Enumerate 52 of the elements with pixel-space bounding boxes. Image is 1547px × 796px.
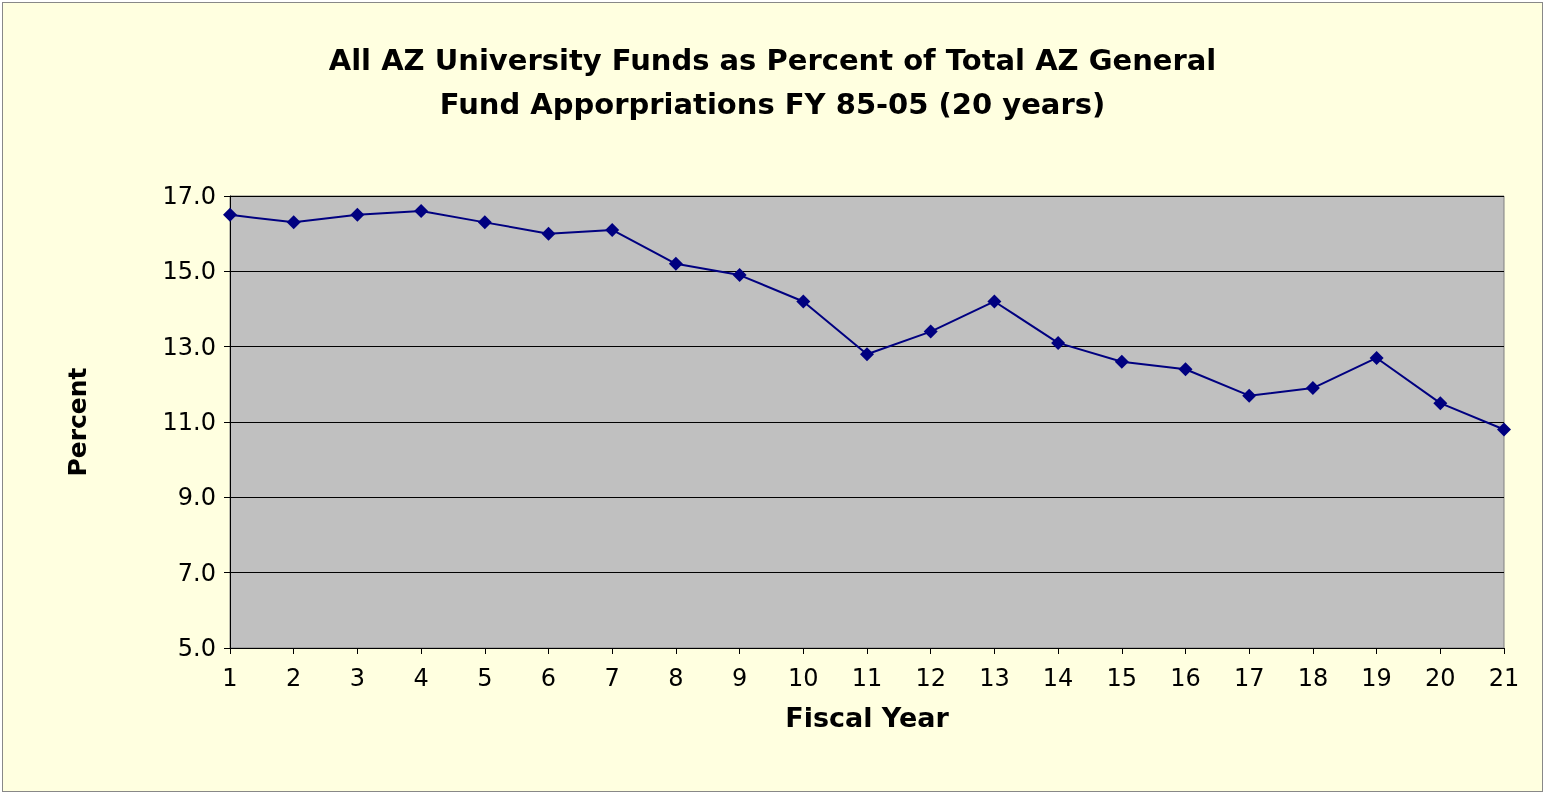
x-tick-label: 18 — [1297, 664, 1329, 692]
x-tick-label: 8 — [668, 664, 684, 692]
point — [286, 215, 301, 230]
point — [1305, 381, 1320, 396]
x-tick-label: 16 — [1170, 664, 1201, 692]
point — [223, 207, 237, 222]
x-tick-label: 11 — [851, 664, 883, 692]
point — [1433, 396, 1448, 411]
x-tick-label: 4 — [413, 664, 429, 692]
x-tick-label: 1 — [222, 664, 238, 692]
point — [1051, 335, 1066, 350]
y-tick-label: 15.0 — [162, 257, 216, 286]
x-tick-label: 7 — [604, 664, 620, 692]
x-tick-label: 17 — [1233, 664, 1265, 692]
y-tick-label: 11.0 — [162, 408, 216, 436]
point — [1242, 388, 1257, 403]
y-tick-label: 13.0 — [162, 332, 216, 361]
x-tick-label: 3 — [349, 664, 366, 692]
point — [923, 324, 938, 339]
x-tick-label: 20 — [1425, 664, 1456, 692]
y-tick-label: 5.0 — [177, 634, 216, 662]
x-tick-label: 21 — [1488, 664, 1520, 692]
x-axis-title: Fiscal Year — [785, 702, 950, 733]
point — [987, 294, 1002, 309]
x-tick-label: 13 — [979, 664, 1010, 692]
point — [732, 268, 747, 283]
y-tick-label: 9.0 — [177, 483, 216, 512]
point — [1114, 354, 1129, 369]
x-tick-label: 14 — [1042, 664, 1074, 692]
y-tick-label: 7.0 — [177, 558, 216, 587]
point — [1369, 350, 1384, 365]
x-tick-label: 9 — [731, 664, 748, 692]
point — [796, 294, 811, 309]
point — [414, 204, 429, 219]
x-tick-label: 6 — [540, 664, 557, 692]
x-tick-label: 10 — [788, 664, 819, 692]
x-tick-label: 19 — [1361, 664, 1392, 692]
x-tick-label: 15 — [1106, 664, 1138, 692]
point — [1178, 362, 1193, 377]
point — [350, 207, 365, 222]
point — [860, 347, 874, 362]
y-tick-label: 17.0 — [162, 182, 216, 210]
y-axis-title: Percent — [63, 367, 92, 477]
point — [1497, 422, 1511, 437]
x-tick-label: 2 — [286, 664, 302, 692]
point — [668, 256, 683, 271]
x-tick-label: 5 — [477, 664, 493, 692]
chart-title: All AZ University Funds as Percent of Total AZ General Fund Apporpriations FY 85-05 (20 years) — [328, 43, 1217, 121]
point — [605, 222, 620, 237]
x-tick-label: 12 — [915, 664, 946, 692]
point — [477, 215, 492, 230]
point — [541, 226, 556, 241]
